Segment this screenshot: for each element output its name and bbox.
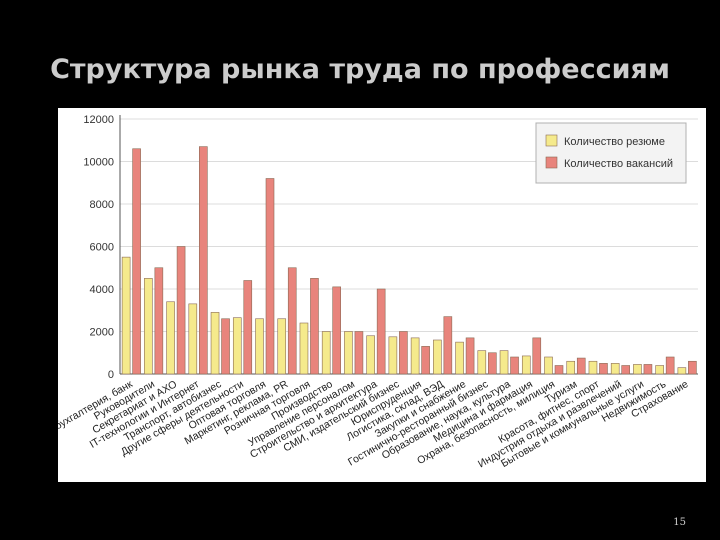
bar-vacancies	[421, 346, 430, 375]
bar-vacancies	[554, 365, 564, 375]
page-number: 15	[673, 517, 686, 528]
bar-resumes	[388, 336, 398, 375]
legend-box	[535, 122, 687, 184]
bar-vacancies	[399, 331, 408, 375]
bar-vacancies	[243, 280, 253, 375]
legend-label: Количество резюме	[564, 136, 665, 148]
bar-vacancies	[576, 357, 586, 375]
bar-resumes	[521, 355, 531, 375]
bar-vacancies	[154, 267, 164, 375]
chart-panel: 020004000600080001000012000Финансы, бухг…	[58, 108, 706, 482]
bar-vacancies	[510, 356, 519, 375]
legend-swatch	[545, 156, 558, 169]
bar-resumes	[144, 278, 153, 375]
bar-resumes	[344, 331, 353, 375]
bar-resumes	[255, 318, 264, 375]
bar-resumes	[210, 312, 220, 375]
bar-vacancies	[643, 364, 653, 375]
bar-vacancies	[221, 318, 230, 375]
legend-swatch	[545, 134, 558, 147]
bar-resumes	[633, 364, 642, 375]
bar-resumes	[121, 256, 131, 375]
bar-vacancies	[688, 360, 697, 375]
bar-resumes	[610, 363, 620, 375]
bar-resumes	[544, 356, 553, 375]
bar-vacancies	[443, 316, 453, 375]
bar-vacancies	[599, 363, 608, 375]
bar-resumes	[366, 335, 375, 375]
y-tick-label: 12000	[83, 114, 114, 126]
bar-vacancies	[376, 288, 386, 375]
bar-resumes	[410, 337, 420, 375]
bar-vacancies	[199, 146, 208, 375]
y-tick-label: 0	[108, 369, 114, 381]
bar-vacancies	[310, 278, 319, 375]
bar-resumes	[455, 341, 464, 375]
slide-title: Структура рынка труда по профессиям	[50, 54, 670, 85]
bar-vacancies	[532, 337, 542, 375]
bar-resumes	[321, 331, 331, 375]
bar-resumes	[277, 318, 287, 375]
y-tick-label: 8000	[90, 199, 114, 211]
bar-vacancies	[132, 148, 141, 375]
bar-resumes	[477, 350, 487, 375]
bar-vacancies	[287, 267, 297, 375]
bar-vacancies	[665, 356, 675, 375]
bar-resumes	[588, 360, 598, 375]
bar-vacancies	[265, 178, 275, 375]
legend-label: Количество вакансий	[564, 158, 673, 170]
bar-resumes	[299, 322, 309, 375]
y-tick-label: 10000	[83, 157, 114, 169]
y-tick-label: 6000	[90, 242, 114, 254]
y-tick-label: 2000	[90, 327, 114, 339]
bar-vacancies	[465, 337, 475, 375]
bar-vacancies	[621, 365, 630, 375]
bar-vacancies	[332, 286, 341, 375]
y-tick-label: 4000	[90, 284, 114, 296]
bar-resumes	[232, 317, 242, 375]
bar-resumes	[166, 301, 175, 375]
bar-resumes	[566, 360, 576, 375]
bar-chart: 020004000600080001000012000Финансы, бухг…	[58, 114, 698, 470]
bar-resumes	[433, 339, 442, 375]
bar-vacancies	[488, 352, 497, 375]
bar-resumes	[677, 367, 687, 375]
bar-resumes	[655, 365, 664, 375]
bar-vacancies	[354, 331, 364, 375]
bar-resumes	[188, 303, 198, 375]
bar-vacancies	[176, 246, 186, 375]
bar-resumes	[499, 350, 509, 375]
